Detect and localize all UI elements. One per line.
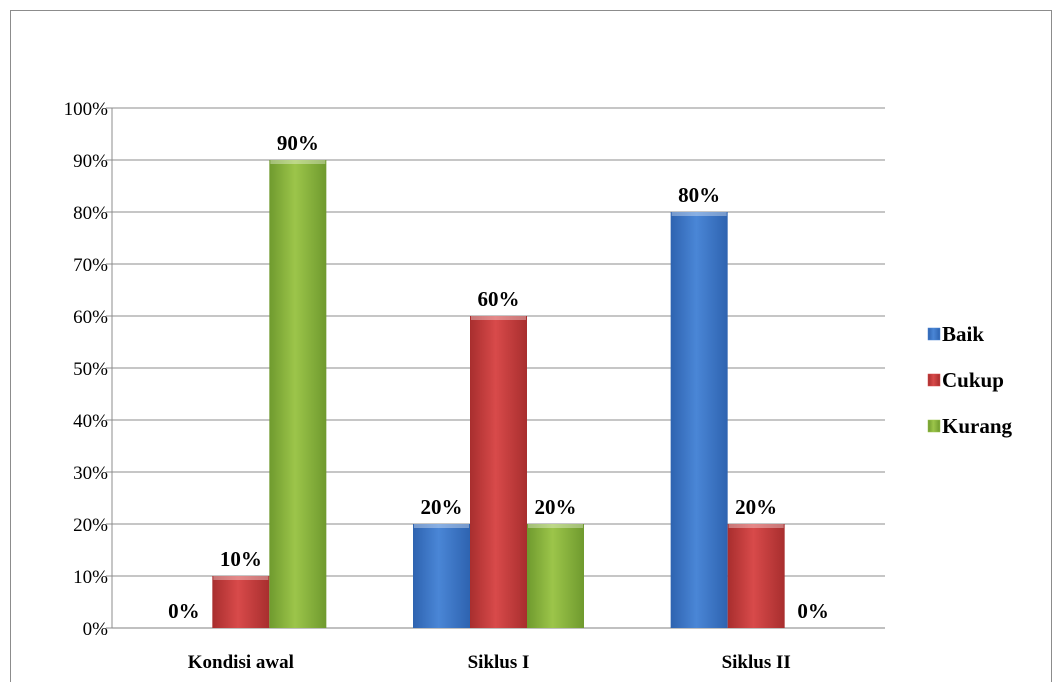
bar-highlight (528, 524, 583, 528)
y-tick-label: 80% (73, 203, 108, 224)
bar-cukup-0 (212, 576, 270, 628)
y-tick-label: 40% (73, 411, 108, 432)
legend-swatch-kurang (927, 419, 941, 433)
y-tick-label: 90% (73, 151, 108, 172)
bars (212, 160, 785, 628)
x-category-label: Siklus II (722, 652, 791, 673)
data-label: 60% (478, 287, 520, 311)
bar-highlight (471, 316, 526, 320)
data-label: 80% (678, 183, 720, 207)
data-label: 20% (535, 495, 577, 519)
y-tick-label: 10% (73, 567, 108, 588)
bar-highlight (728, 524, 784, 528)
y-tick-label: 100% (64, 99, 109, 120)
bar-baik-2 (670, 212, 728, 628)
y-tick-label: 0% (83, 619, 109, 640)
bar-highlight (213, 576, 269, 580)
y-tick-label: 70% (73, 255, 108, 276)
legend: Baik Cukup Kurang (927, 322, 1013, 438)
data-label: 20% (735, 495, 777, 519)
x-axis-categories: Kondisi awal Siklus I Siklus II (188, 652, 791, 673)
bar-kurang-0 (269, 160, 327, 628)
data-labels: 0% 10% 90% 20% 60% 20% 80% 20% 0% (168, 131, 829, 623)
bar-cukup-1 (470, 316, 527, 628)
y-tick-label: 20% (73, 515, 108, 536)
bar-baik-1 (413, 524, 470, 628)
y-axis-ticks: 0% 10% 20% 30% 40% 50% 60% 70% 80% 90% 100% (64, 99, 109, 640)
legend-swatch-cukup (927, 373, 941, 387)
y-tick-label: 60% (73, 307, 108, 328)
data-label: 20% (421, 495, 463, 519)
legend-label-baik: Baik (942, 322, 984, 346)
data-label: 0% (168, 599, 200, 623)
data-label: 90% (277, 131, 319, 155)
bar-highlight (270, 160, 326, 164)
data-label: 10% (220, 547, 262, 571)
y-tick-label: 50% (73, 359, 108, 380)
legend-swatch-baik (927, 327, 941, 341)
y-tick-label: 30% (73, 463, 108, 484)
x-category-label: Siklus I (468, 652, 530, 673)
bar-cukup-2 (727, 524, 785, 628)
legend-label-cukup: Cukup (942, 368, 1004, 392)
legend-label-kurang: Kurang (942, 414, 1013, 438)
data-label: 0% (797, 599, 829, 623)
bar-highlight (671, 212, 727, 216)
x-category-label: Kondisi awal (188, 652, 294, 673)
bar-highlight (414, 524, 469, 528)
bar-kurang-1 (527, 524, 584, 628)
